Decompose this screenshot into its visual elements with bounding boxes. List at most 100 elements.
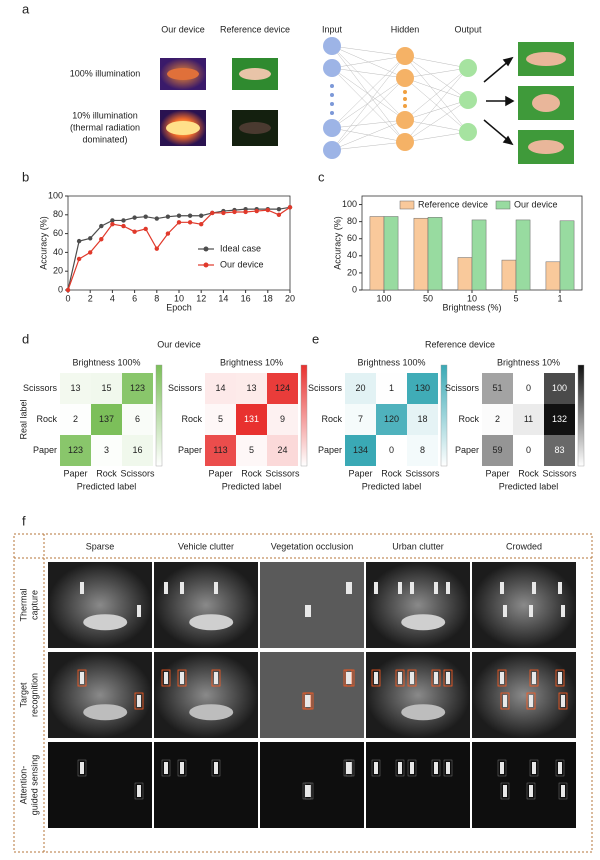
col-label: Rock <box>241 468 262 478</box>
person <box>214 762 218 774</box>
person <box>374 762 378 774</box>
col-label: Scissors <box>120 468 155 478</box>
attention-box <box>555 759 565 777</box>
legend-label: Our device <box>514 199 558 209</box>
matrix-cell <box>236 404 267 435</box>
row-label: dominated) <box>82 134 127 144</box>
row-label: Paper <box>455 445 479 455</box>
x-tick-label: 100 <box>376 293 391 303</box>
attention-box <box>211 759 221 777</box>
matrix-cell <box>544 435 575 466</box>
person <box>503 605 507 617</box>
row-label: Scissors <box>23 383 58 393</box>
point <box>121 223 126 229</box>
matrix-title: Brightness 10% <box>497 357 560 367</box>
y-axis-label: Accuracy (%) <box>332 216 342 270</box>
matrix-cell <box>544 404 575 435</box>
legend-marker <box>203 246 209 252</box>
person <box>500 762 504 774</box>
column-label: Crowded <box>506 541 542 551</box>
cell-value: 113 <box>213 445 227 455</box>
thermal-image <box>366 562 470 648</box>
person <box>180 582 184 594</box>
x-tick-label: 10 <box>174 293 184 303</box>
y-tick-label: 80 <box>347 216 357 226</box>
person <box>529 695 533 707</box>
col-label: Scissors <box>405 468 440 478</box>
hand <box>526 52 566 66</box>
matrix-cell <box>345 435 376 466</box>
col-label: Rock <box>96 468 117 478</box>
attention-box <box>302 782 312 800</box>
person <box>500 582 504 594</box>
cell-value: 100 <box>552 383 567 393</box>
thermal-image <box>48 652 152 738</box>
cell-value: 6 <box>135 414 140 424</box>
y-tick-label: 80 <box>53 209 63 219</box>
x-axis-label: Predicted label <box>499 481 559 491</box>
cell-value: 132 <box>552 414 567 424</box>
cell-value: 131 <box>244 414 259 424</box>
person <box>561 695 565 707</box>
matrix-cell <box>122 404 153 435</box>
row-label: 100% illumination <box>70 68 141 78</box>
person <box>398 582 402 594</box>
hand <box>528 140 564 154</box>
link <box>331 55 406 151</box>
point <box>76 256 82 262</box>
cell-value: 24 <box>277 445 287 455</box>
detection-box <box>529 669 539 687</box>
output-node <box>459 91 477 109</box>
y-tick-label: 40 <box>53 247 63 257</box>
person <box>346 672 350 684</box>
matrix-title: Brightness 10% <box>220 357 283 367</box>
bar <box>383 216 399 291</box>
point <box>143 214 148 219</box>
column-label: Our device <box>161 24 205 34</box>
person <box>80 582 84 594</box>
cell-value: 5 <box>249 445 254 455</box>
thermal-image <box>154 742 258 828</box>
x-tick-label: 1 <box>557 293 562 303</box>
node-dot <box>403 90 407 94</box>
row-label: capture <box>29 590 39 620</box>
person <box>434 582 438 594</box>
matrix-cell <box>482 373 513 404</box>
detection-box <box>134 692 144 710</box>
matrix-cell <box>267 404 298 435</box>
hidden-node <box>396 69 414 87</box>
arrow-head <box>502 135 514 146</box>
cell-value: 8 <box>420 445 425 455</box>
x-tick-label: 12 <box>196 293 206 303</box>
x-axis-label: Brightness (%) <box>442 302 501 312</box>
person <box>346 582 350 594</box>
person <box>164 672 168 684</box>
cell-value: 0 <box>526 445 531 455</box>
matrix-cell <box>205 373 236 404</box>
col-label: Paper <box>63 468 87 478</box>
cell-value: 13 <box>246 383 256 393</box>
matrix-cell <box>91 435 122 466</box>
x-tick-label: 0 <box>65 293 70 303</box>
matrix-cell <box>513 373 544 404</box>
network-links <box>331 45 469 151</box>
point <box>110 222 115 227</box>
link <box>331 119 406 129</box>
point <box>187 220 193 225</box>
cell-value: 1 <box>389 383 394 393</box>
point <box>132 215 137 220</box>
column-label: Vegetation occlusion <box>271 541 354 551</box>
matrix-cell <box>205 404 236 435</box>
thermal-image <box>154 652 258 738</box>
thermal-image <box>366 742 470 828</box>
matrix-cell <box>60 435 91 466</box>
vehicle <box>401 704 446 721</box>
bar <box>515 219 531 291</box>
vehicle <box>401 614 446 631</box>
output-images <box>518 42 574 164</box>
matrix-cell <box>513 435 544 466</box>
person <box>164 762 168 774</box>
cell-value: 83 <box>554 445 564 455</box>
